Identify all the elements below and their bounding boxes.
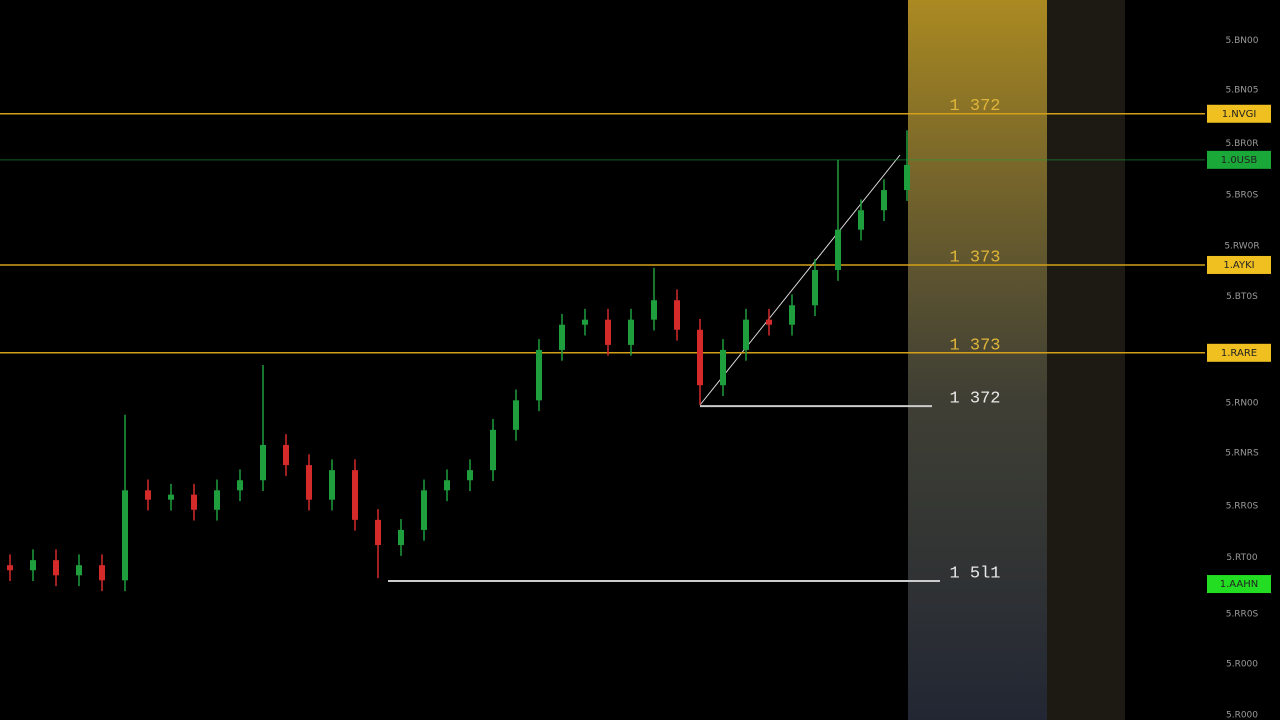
y-tick-label: 5.RNRS <box>1225 448 1259 458</box>
candle-body <box>536 349 542 401</box>
shade-band <box>1047 0 1125 720</box>
y-tick-label: 5.BR0R <box>1226 139 1259 149</box>
candle-body <box>582 319 588 325</box>
price-tag-label: 1.NVGI <box>1222 109 1257 120</box>
candle-body <box>858 210 864 230</box>
price-tag <box>1207 255 1271 274</box>
candle-body <box>835 229 841 270</box>
candle-body <box>881 190 887 211</box>
candle-body <box>214 490 220 510</box>
price-tag <box>1207 104 1271 123</box>
candle-body <box>53 560 59 576</box>
candle-body <box>30 560 36 571</box>
candle-body <box>490 429 496 471</box>
y-tick-label: 5.BT0S <box>1226 292 1258 302</box>
candle-body <box>812 270 818 306</box>
candle-body <box>697 329 703 386</box>
candle-body <box>398 529 404 546</box>
y-tick-label: 5.R000 <box>1226 710 1258 720</box>
candle-body <box>720 349 726 386</box>
candle-body <box>329 470 335 500</box>
candle-body <box>191 494 197 510</box>
candle-body <box>513 400 519 430</box>
level-label: 1 372 <box>949 97 1000 116</box>
y-tick-label: 5.BN05 <box>1226 86 1259 96</box>
y-tick-label: 5.RW0R <box>1224 242 1259 252</box>
price-tag-label: 1.0USB <box>1221 155 1258 166</box>
candle-body <box>122 490 128 581</box>
candle-body <box>283 444 289 466</box>
level-label: 1 372 <box>949 390 1000 409</box>
candle-body <box>7 565 13 571</box>
level-label: 1 373 <box>949 248 1000 267</box>
candle-body <box>766 319 772 325</box>
candle-body <box>651 300 657 320</box>
price-tag <box>1207 343 1271 362</box>
y-tick-label: 5.RT00 <box>1226 553 1257 563</box>
candle-body <box>306 465 312 500</box>
candle-body <box>145 490 151 500</box>
candle-body <box>467 470 473 481</box>
candle-body <box>559 324 565 350</box>
y-tick-label: 5.BN00 <box>1226 36 1259 46</box>
candle-body <box>352 470 358 520</box>
candle-body <box>260 444 266 481</box>
y-tick-label: 5.R000 <box>1226 659 1258 669</box>
candle-body <box>743 319 749 350</box>
price-tag <box>1207 150 1271 169</box>
candle-body <box>628 319 634 345</box>
candle-body <box>789 305 795 325</box>
y-tick-label: 5.RN00 <box>1225 399 1258 409</box>
price-tag <box>1207 575 1271 594</box>
candle-body <box>375 519 381 546</box>
y-tick-label: 5.RR0S <box>1226 610 1259 620</box>
y-tick-label: 5.RR0S <box>1226 502 1259 512</box>
candle-body <box>99 565 105 581</box>
candle-body <box>605 319 611 345</box>
candle-body <box>76 565 82 576</box>
candle-body <box>421 490 427 530</box>
price-tag-label: 1.RARE <box>1221 348 1257 359</box>
level-label: 1 5l1 <box>949 565 1000 584</box>
candle-body <box>444 480 450 491</box>
price-tag-label: 1.AYKI <box>1223 260 1254 271</box>
candle-body <box>237 480 243 491</box>
y-tick-label: 5.BR0S <box>1226 191 1259 201</box>
price-tag-label: 1.AAHN <box>1220 579 1259 590</box>
highlight-band <box>908 0 1047 720</box>
trend-line <box>699 154 901 406</box>
candle-body <box>904 164 910 191</box>
candle-body <box>168 494 174 500</box>
candle-body <box>674 300 680 330</box>
level-label: 1 373 <box>949 336 1000 355</box>
